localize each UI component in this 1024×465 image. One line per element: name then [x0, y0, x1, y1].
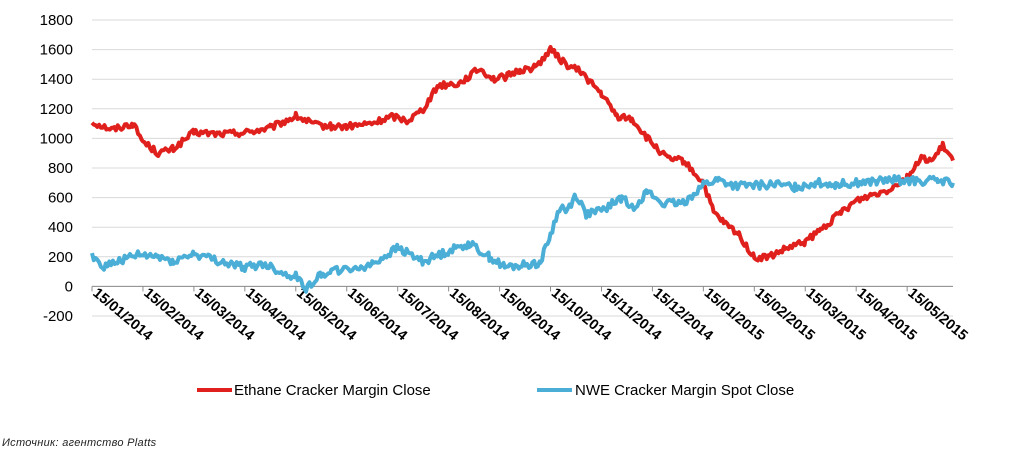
gridlines [92, 19, 953, 317]
y-axis-ticks: -200 0 200 400 600 800 1000 1200 1400 1600 1800 [40, 12, 73, 325]
y-tick-label: 1800 [40, 12, 73, 29]
y-tick-label: -200 [43, 308, 73, 325]
series-line-ethane [90, 44, 955, 263]
y-tick-label: 1000 [40, 130, 73, 147]
y-tick-label: 800 [48, 160, 73, 177]
y-tick-label: 0 [65, 278, 73, 295]
y-tick-label: 200 [48, 249, 73, 266]
y-tick-label: 400 [48, 219, 73, 236]
series-line-nwe [90, 174, 955, 294]
y-tick-label: 1200 [40, 101, 73, 118]
legend-label-nwe: NWE Cracker Margin Spot Close [575, 382, 794, 399]
source-note: Источник: агентство Platts [2, 437, 157, 449]
legend-label-ethane: Ethane Cracker Margin Close [234, 382, 431, 399]
series-lines [90, 44, 955, 294]
y-tick-label: 1600 [40, 42, 73, 59]
y-tick-label: 600 [48, 190, 73, 207]
x-axis: 15/01/201415/02/201415/03/201415/04/2014… [89, 285, 970, 344]
legend: Ethane Cracker Margin Close NWE Cracker … [197, 382, 794, 399]
y-tick-label: 1400 [40, 71, 73, 88]
